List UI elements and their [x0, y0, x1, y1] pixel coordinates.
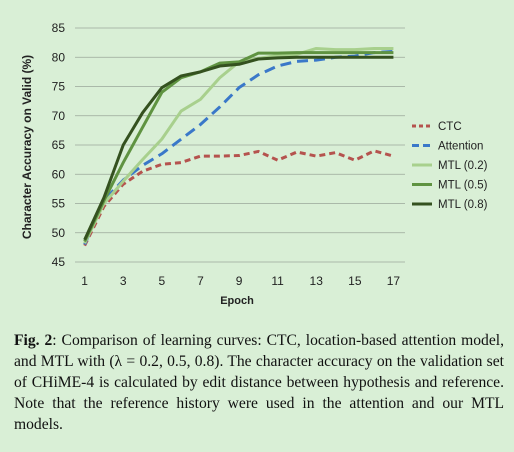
legend-label-ctc: CTC — [438, 121, 462, 133]
x-tick-label: 3 — [120, 274, 127, 288]
legend-label-mtl-0-8: MTL (0.8) — [438, 199, 488, 211]
x-tick-label: 15 — [348, 274, 362, 288]
y-tick-label: 50 — [52, 226, 66, 240]
series-line-mtl-0-8 — [83, 55, 394, 241]
figure-caption: Fig. 2: Comparison of learning curves: C… — [14, 330, 504, 435]
caption-label: Fig. 2 — [14, 332, 53, 349]
chart-figure: 45 50 55 60 65 70 75 80 85 1 3 5 7 9 11 13 15 17 Epoch Char… — [20, 21, 488, 307]
legend-label-mtl-0-5: MTL (0.5) — [438, 180, 488, 192]
series-line-ctc — [83, 149, 394, 247]
y-tick-label: 45 — [52, 255, 66, 269]
y-tick-label: 65 — [52, 138, 66, 152]
y-tick-label: 60 — [52, 167, 66, 181]
y-tick-label: 80 — [52, 50, 66, 64]
y-tick-label: 55 — [52, 197, 66, 211]
y-tick-label: 85 — [52, 21, 66, 35]
legend-label-mtl-0-2: MTL (0.2) — [438, 160, 488, 172]
series-line-attention — [83, 49, 394, 246]
x-tick-label: 11 — [271, 274, 284, 288]
x-tick-label: 13 — [310, 274, 324, 288]
x-tick-label: 1 — [81, 274, 88, 288]
x-tick-label: 9 — [236, 274, 243, 288]
x-axis-label: Epoch — [220, 295, 254, 307]
x-tick-label: 7 — [197, 274, 204, 288]
x-tick-label: 17 — [387, 274, 401, 288]
x-tick-label: 5 — [158, 274, 165, 288]
y-axis-label: Character Accuracy on Valid (%) — [20, 55, 34, 239]
y-tick-label: 75 — [52, 80, 66, 94]
y-tick-label: 70 — [52, 109, 66, 123]
caption-text: : Comparison of learning curves: CTC, lo… — [14, 332, 504, 433]
series-line-mtl-0-5 — [83, 51, 394, 243]
legend-label-attention: Attention — [438, 141, 483, 153]
